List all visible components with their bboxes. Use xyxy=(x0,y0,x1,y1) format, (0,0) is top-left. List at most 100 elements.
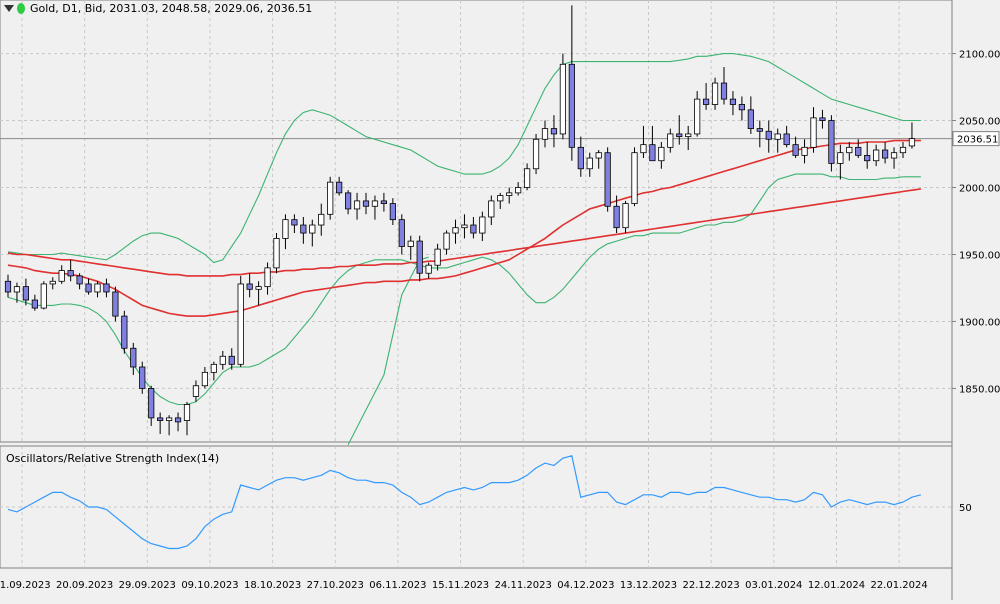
candle-body xyxy=(192,385,200,397)
candle-body xyxy=(631,152,638,204)
candle-body xyxy=(470,224,477,234)
candle-body xyxy=(774,133,781,140)
y-tick-label: 1900.00 xyxy=(959,317,1000,328)
candle-body xyxy=(291,219,298,226)
y-tick-label: 2050.00 xyxy=(959,117,1000,128)
candle-body xyxy=(255,286,262,290)
x-tick-label: 06.11.2023 xyxy=(369,580,426,591)
candle-body xyxy=(568,63,575,148)
candle-body xyxy=(515,187,522,194)
candle-body xyxy=(855,146,862,156)
candle-body xyxy=(309,224,316,234)
candle-body xyxy=(4,280,12,293)
candle-body xyxy=(497,195,504,202)
candle-body xyxy=(13,286,21,293)
candle-body xyxy=(112,291,119,317)
candle-body xyxy=(148,388,155,419)
candle-body xyxy=(649,144,656,162)
candle-body xyxy=(344,192,352,210)
x-tick-label: 29.09.2023 xyxy=(119,580,176,591)
candle-body xyxy=(837,152,844,164)
candle-body xyxy=(488,200,495,218)
candle-body xyxy=(622,203,629,229)
candle-body xyxy=(667,133,674,148)
candle-body xyxy=(550,128,558,135)
candle-body xyxy=(613,205,620,229)
candle-body xyxy=(524,168,531,188)
moving-average-slow-line xyxy=(7,188,922,277)
moving-average-fast-line xyxy=(7,139,921,317)
rsi-tick-label: 50 xyxy=(959,503,972,514)
x-tick-label: 24.11.2023 xyxy=(495,580,552,591)
y-tick-label: 1950.00 xyxy=(959,250,1000,261)
candle-body xyxy=(300,224,307,234)
candle-body xyxy=(756,128,763,132)
candle-body xyxy=(76,275,83,285)
candle-body xyxy=(559,63,567,135)
current-price-label: 2036.51 xyxy=(957,135,998,146)
candle-body xyxy=(318,213,325,226)
candle-body xyxy=(210,363,217,373)
candle-body xyxy=(273,238,280,269)
candle-body xyxy=(685,133,692,138)
candle-body xyxy=(720,82,728,100)
market-status-icon xyxy=(17,3,25,14)
candle-body xyxy=(434,248,441,266)
y-tick-label: 2100.00 xyxy=(959,50,1000,61)
candle-body xyxy=(595,152,602,159)
candle-body xyxy=(541,128,549,140)
chart-title: Gold, D1, Bid, 2031.03, 2048.58, 2029.06… xyxy=(30,2,313,15)
candle-body xyxy=(174,417,182,423)
candle-body xyxy=(139,366,146,389)
candle-body xyxy=(228,355,235,365)
candle-body xyxy=(425,264,432,274)
candle-body xyxy=(58,270,65,282)
chart-title-bar: Gold, D1, Bid, 2031.03, 2048.58, 2029.06… xyxy=(4,2,312,15)
candle-body xyxy=(336,181,343,194)
candle-body xyxy=(461,224,468,229)
rsi-line xyxy=(7,455,922,550)
candle-body xyxy=(443,232,450,250)
candle-body xyxy=(658,146,665,162)
candle-body xyxy=(783,133,790,146)
candle-body xyxy=(908,138,916,147)
candle-body xyxy=(40,283,47,309)
x-tick-label: 18.10.2023 xyxy=(244,580,301,591)
candle-body xyxy=(604,152,611,207)
candle-body xyxy=(747,109,754,129)
candle-body xyxy=(282,219,289,239)
candle-body xyxy=(85,283,92,293)
candle-body xyxy=(327,181,334,215)
x-tick-label: 22.01.2024 xyxy=(870,580,927,591)
candle-body xyxy=(828,120,835,164)
candle-body xyxy=(246,283,253,290)
candle-body xyxy=(362,200,370,207)
candle-body xyxy=(694,98,701,135)
x-tick-label: 03.01.2024 xyxy=(745,580,802,591)
candle-body xyxy=(157,417,164,421)
candle-body xyxy=(711,82,719,105)
candle-body xyxy=(899,146,907,154)
candle-body xyxy=(729,98,737,105)
candle-body xyxy=(22,286,30,301)
candle-body xyxy=(130,347,137,368)
candle-body xyxy=(371,200,379,207)
candle-body xyxy=(452,227,459,234)
candle-body xyxy=(94,283,101,293)
bollinger-lower-line xyxy=(7,173,921,406)
candle-body xyxy=(103,283,110,293)
candle-body xyxy=(577,146,584,170)
price-panel-frame xyxy=(0,0,953,443)
dropdown-triangle-icon[interactable] xyxy=(4,5,14,12)
candle-body xyxy=(121,315,128,349)
candle-body xyxy=(801,146,808,156)
x-tick-label: 15.11.2023 xyxy=(432,580,489,591)
candle-body xyxy=(810,117,817,148)
y-tick-label: 1850.00 xyxy=(959,384,1000,395)
x-tick-label: 13.12.2023 xyxy=(620,580,677,591)
candle-body xyxy=(882,149,889,159)
candle-body xyxy=(49,280,56,285)
candle-body xyxy=(219,355,226,365)
candle-body xyxy=(586,157,593,170)
